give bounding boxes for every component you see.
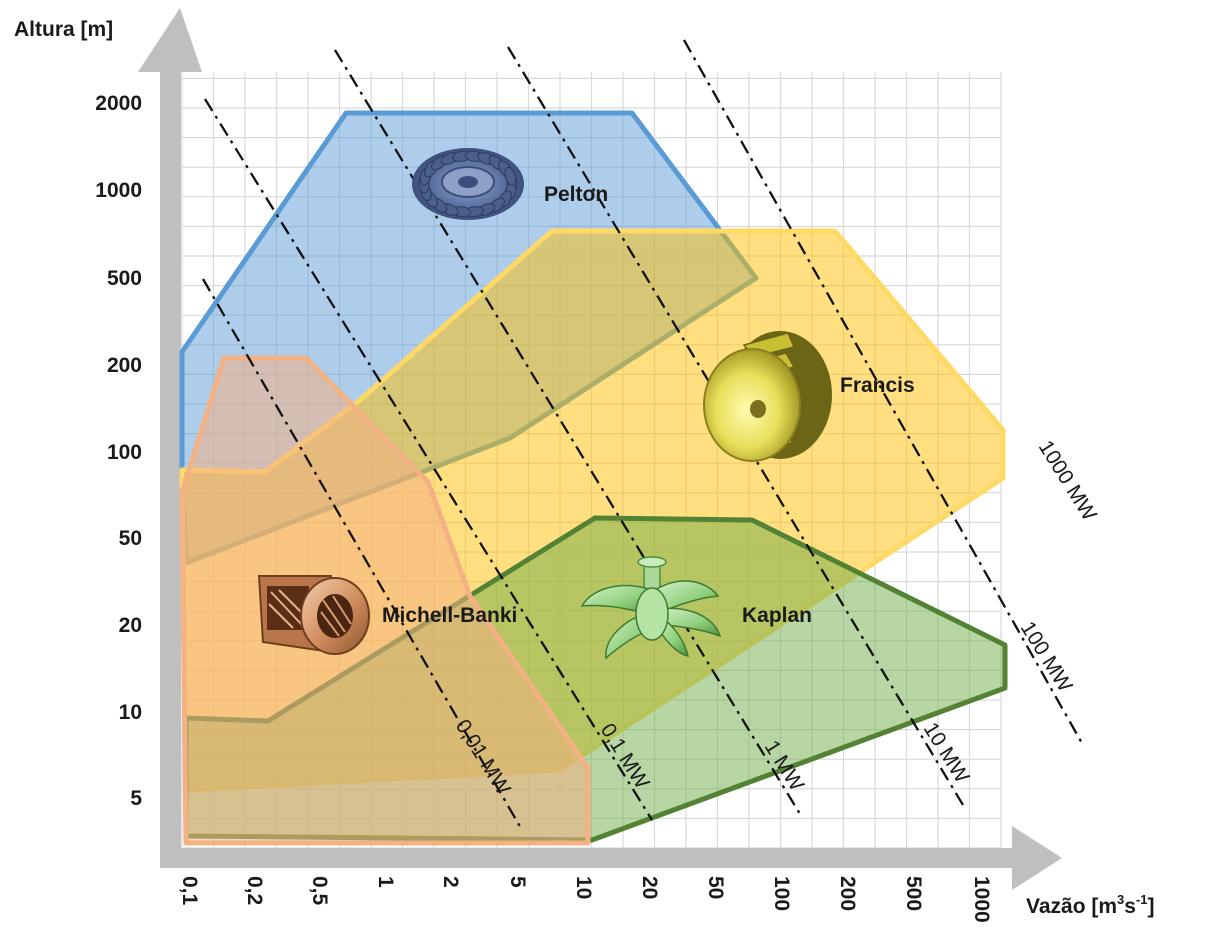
power-line-1mw xyxy=(334,49,801,815)
crossflow-turbine-icon xyxy=(257,575,370,655)
kaplan-label: Kaplan xyxy=(742,604,812,627)
x-tick-label: 0,2 xyxy=(243,876,266,905)
y-tick-label: 10 xyxy=(119,701,142,724)
x-axis-title-end: ] xyxy=(1148,895,1155,918)
power-line-0-1mw xyxy=(204,98,653,821)
x-tick-label: 0,5 xyxy=(308,876,331,906)
y-tick-label: 2000 xyxy=(95,92,142,115)
x-tick-label: 200 xyxy=(836,876,859,911)
x-axis-title-main: Vazão [m xyxy=(1026,895,1117,918)
x-axis-title-sup1: 3 xyxy=(1117,892,1124,907)
x-tick-label: 2 xyxy=(439,876,462,888)
x-axis-title-sup2: -1 xyxy=(1136,892,1148,907)
y-axis-title: Altura [m] xyxy=(14,18,113,41)
y-tick-labels: 2000 1000 500 200 100 50 20 10 5 xyxy=(95,92,142,810)
y-tick-label: 20 xyxy=(119,614,142,637)
x-tick-label: 100 xyxy=(770,876,793,911)
x-tick-label: 10 xyxy=(572,876,595,899)
y-tick-label: 5 xyxy=(130,787,142,810)
x-axis-title: Vazão [m3s-1] xyxy=(1026,892,1155,918)
y-tick-label: 100 xyxy=(107,441,142,464)
x-tick-labels: 0,1 0,2 0,5 1 2 5 10 20 50 100 200 500 1000 xyxy=(178,876,993,923)
power-label-1000mw: 1000 MW xyxy=(1034,436,1101,525)
power-label-100mw: 100 MW xyxy=(1016,617,1077,696)
pelton-wheel-icon xyxy=(412,148,524,220)
power-line-0-01mw xyxy=(202,278,523,831)
michell-banki-region xyxy=(179,355,591,846)
x-tick-label: 1000 xyxy=(970,876,993,923)
y-tick-label: 50 xyxy=(119,527,142,550)
x-tick-label: 50 xyxy=(704,876,727,899)
x-tick-label: 1 xyxy=(374,876,397,888)
pelton-bucket xyxy=(504,166,517,186)
francis-label: Francis xyxy=(840,374,915,397)
y-tick-label: 1000 xyxy=(95,179,142,202)
x-tick-label: 5 xyxy=(506,876,529,888)
x-axis-title-mid: s xyxy=(1124,895,1136,918)
x-tick-label: 500 xyxy=(902,876,925,911)
regions xyxy=(179,110,1008,846)
x-tick-label: 20 xyxy=(638,876,661,899)
francis-runner-icon xyxy=(703,331,832,462)
power-line-100mw xyxy=(682,39,1085,746)
pelton-label: Pelton xyxy=(544,183,608,206)
region-labels: Pelton Francis Kaplan Michell-Banki xyxy=(382,183,915,627)
kaplan-runner-icon xyxy=(580,556,722,660)
michell-banki-label: Michell-Banki xyxy=(382,604,517,627)
x-tick-label: 0,1 xyxy=(178,876,201,906)
y-tick-label: 200 xyxy=(107,354,142,377)
y-tick-label: 500 xyxy=(107,267,142,290)
